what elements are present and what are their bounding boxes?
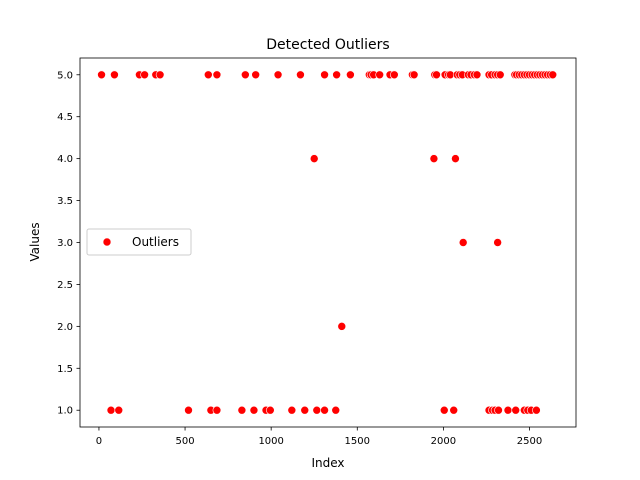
outlier-point [309,154,319,163]
points-layer [97,70,558,415]
outlier-point [390,70,399,80]
legend-label: Outliers [132,235,179,249]
outlier-point [331,405,341,415]
outlier-point [458,238,468,247]
outlier-point [495,70,505,80]
outlier-point [451,154,460,163]
y-tick-label: 5.0 [57,70,73,81]
outlier-point [300,405,310,415]
outlier-point [320,405,329,415]
x-tick-label: 1000 [258,436,283,447]
y-tick-label: 3.0 [57,238,73,249]
x-tick-label: 1500 [345,436,370,447]
legend-box [86,228,192,256]
outlier-point [439,405,449,415]
outlier-point [532,405,541,415]
outlier-point [429,154,439,163]
x-tick-label: 0 [96,436,102,447]
y-tick-label: 4.5 [57,112,73,123]
outlier-point [106,405,116,415]
y-tick-label: 2.5 [57,280,73,291]
outlier-point [320,70,329,80]
outlier-point [503,405,513,415]
outlier-point [332,70,341,80]
outlier-point [114,405,124,415]
y-axis-label: Values [28,222,42,261]
outlier-point [155,70,165,80]
outlier-point [266,405,275,415]
outlier-point [251,70,260,80]
outlier-point [346,70,355,80]
outlier-point [312,405,322,415]
y-tick-label: 1.5 [57,364,73,375]
y-tick-label: 1.0 [57,406,73,417]
outlier-point [494,405,503,415]
y-tick-label: 3.5 [57,196,73,207]
outlier-point [296,70,305,80]
x-tick-label: 2000 [431,436,456,447]
y-tick-label: 4.0 [57,154,73,165]
outlier-point [184,405,193,415]
outlier-point [237,405,247,415]
outlier-point [472,70,482,80]
y-axis: 1.0 1.5 2.0 2.5 3.0 3.5 4.0 4.5 5.0 [57,70,80,417]
outlier-point [212,70,222,80]
outlier-point [212,405,222,415]
legend: Outliers [86,228,192,256]
outlier-point [337,322,347,331]
x-tick-label: 2500 [517,436,542,447]
outlier-point [432,70,441,80]
x-axis-label: Index [311,456,344,470]
legend-marker [102,237,112,247]
outlier-point [548,70,558,80]
outlier-point [511,405,521,415]
x-axis: 0 500 1000 1500 2000 2500 [96,427,542,447]
outlier-point [110,70,119,80]
chart-title: Detected Outliers [266,37,389,53]
outlier-point [375,70,384,80]
outlier-point [273,70,283,80]
outlier-point [140,70,149,80]
outlier-point [204,70,213,80]
outlier-point [287,405,297,415]
outlier-point [409,70,419,80]
outlier-point [241,70,250,80]
outlier-point [97,70,106,80]
y-tick-label: 2.0 [57,322,73,333]
outlier-point [249,405,259,415]
x-tick-label: 500 [176,436,195,447]
outlier-point [493,238,502,247]
outlier-point [449,405,459,415]
